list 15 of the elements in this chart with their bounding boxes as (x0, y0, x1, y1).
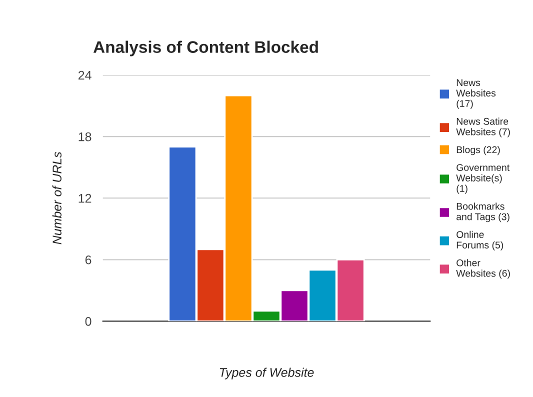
y-tick-label: 12 (78, 194, 92, 203)
y-tick-label: 0 (85, 316, 92, 326)
legend-label: News Satire Websites (7) (456, 118, 510, 138)
chart-title: Analysis of Content Blocked (93, 40, 318, 56)
y-tick-label: 24 (78, 70, 92, 80)
y-tick-label: 18 (78, 132, 92, 142)
legend-label: Government Website(s) (1) (456, 164, 510, 194)
y-axis-title: Number of URLs (52, 152, 62, 244)
legend-label: Other Websites (6) (456, 259, 510, 279)
legend-label: Bookmarks and Tags (3) (456, 202, 510, 222)
legend-label: Online Forums (5) (456, 230, 504, 250)
legend-label: News Websites (17) (456, 79, 496, 109)
y-tick-label: 6 (85, 255, 92, 264)
legend-label: Blogs (22) (456, 146, 500, 156)
x-axis-title: Types of Website (220, 368, 314, 380)
